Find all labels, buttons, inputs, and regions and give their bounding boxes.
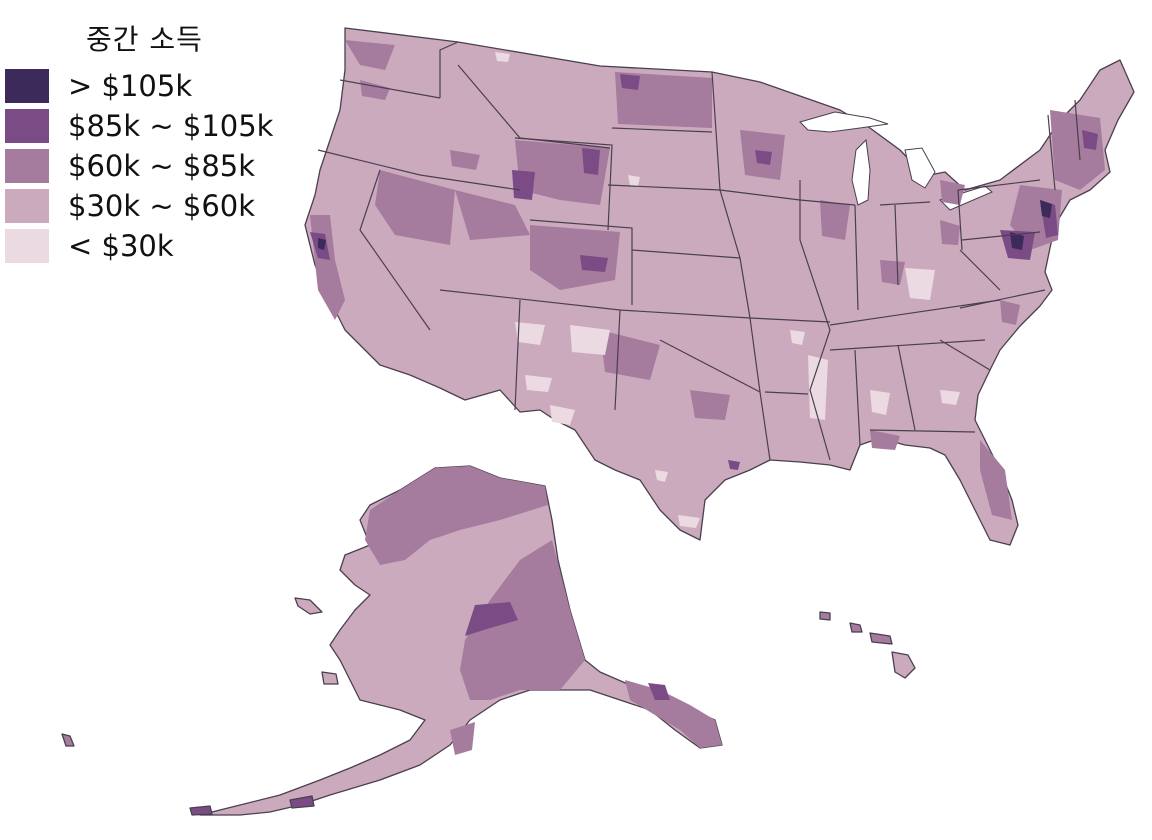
alaska-kenai [450,722,475,755]
border-mountain-1 [419,174,521,191]
legend-swatch [4,188,50,224]
border-west-mn [711,71,771,461]
alaska-aleutian-1 [189,805,213,816]
border-ny-new-england [1047,114,1056,191]
border-va-nc [959,289,1046,309]
border-co-box [529,219,633,305]
alaska-juneau [648,683,670,700]
state-borders [317,41,1081,461]
hawaii-island-oahu [849,622,863,633]
border-id-west [439,41,459,98]
border-plains-1 [607,184,721,191]
border-vt-nh [1074,99,1081,161]
lake-erie [939,185,993,211]
alaska-north-slope [365,466,548,565]
border-tx-ok [659,339,761,393]
legend-swatch [4,228,50,264]
lake-superior [799,111,889,133]
legend-label: $30k ~ $60k [68,189,256,223]
border-in-oh [894,204,899,286]
legend-swatch [4,68,50,104]
border-ga-fl [869,429,976,433]
alaska [61,465,723,816]
border-plains-2 [631,249,741,259]
legend-label: > $105k [68,69,193,103]
border-wi-il [799,199,856,206]
border-mississippi [799,180,831,461]
border-wv-va [959,249,1001,291]
legend-label: $60k ~ $85k [68,149,256,183]
border-nm-east [614,309,621,411]
border-ms-al [854,349,861,446]
border-mo-south [749,317,831,323]
alaska-island-1 [294,597,323,615]
alaska-panhandle [625,680,722,748]
border-ok-north [619,309,751,319]
border-ca-or [317,149,421,176]
alaska-island-3 [61,733,75,747]
patches-over-105 [318,200,1052,250]
border-pa-ny [957,179,1041,191]
lake-huron [904,147,936,189]
alaska-island-2 [321,671,339,685]
hawaii [819,611,916,679]
hawaii-island-big [891,651,916,679]
hawaii-island-maui [869,632,893,645]
border-az-nm [514,299,521,411]
border-nc-sc [939,339,991,371]
alaska-aleutian-2 [289,795,315,809]
border-pa-south [961,231,1041,241]
legend-item-85k-105k: $85k ~ $105k [4,106,273,146]
border-ca-nv [359,169,431,331]
alaska-southeast [460,540,585,700]
legend-item-under-30k: < $30k [4,226,273,266]
legend-item-60k-85k: $60k ~ $85k [4,146,273,186]
alaska-interior-patch [465,602,518,636]
border-mountain-2 [439,289,621,311]
lake-michigan [851,138,871,206]
patches-under-30 [495,52,960,528]
border-dakotas [611,127,713,133]
legend-title: 중간 소득 [86,23,203,56]
legend: 중간 소득 > $105k $85k ~ $105k $60k ~ $85k $… [4,18,273,266]
border-ar-south [764,391,809,395]
border-mi-in [879,201,931,206]
border-il-in [854,204,859,311]
legend-item-over-105k: > $105k [4,66,273,106]
border-al-ga [897,344,916,431]
border-ia-south [719,189,801,201]
legend-swatch [4,148,50,184]
border-wy-box [514,137,613,231]
legend-label: $85k ~ $105k [68,109,274,143]
border-tn-south [829,339,986,351]
legend-label: < $30k [68,229,174,263]
legend-swatch [4,108,50,144]
us-mainland-shape [304,27,1135,546]
legend-item-30k-60k: $30k ~ $60k [4,186,273,226]
hawaii-island-kauai [819,611,831,621]
border-oh-pa [957,189,963,251]
border-ky-tn [829,299,1001,326]
contiguous-us [304,27,1135,546]
border-or-wa [339,79,441,99]
